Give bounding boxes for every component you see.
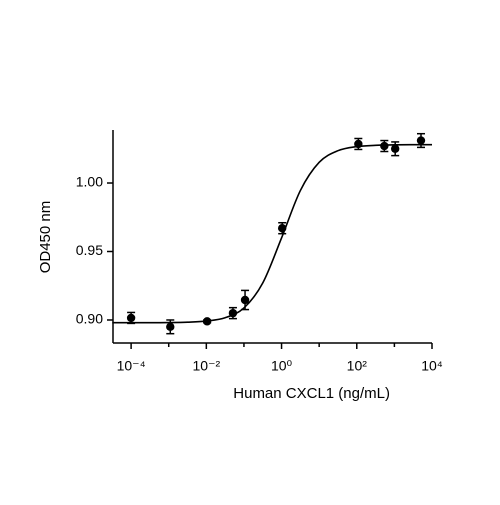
- x-tick-label: 10⁴: [421, 358, 443, 374]
- x-tick-label: 10⁻²: [193, 358, 221, 374]
- x-axis-label: Human CXCL1 (ng/mL): [233, 385, 390, 402]
- point: [166, 322, 175, 332]
- point: [228, 308, 238, 318]
- point: [240, 295, 250, 305]
- point: [277, 224, 287, 233]
- x-tick-label: 10⁻⁴: [117, 358, 146, 374]
- y-tick-label: 1.00: [76, 174, 103, 190]
- point: [416, 136, 426, 145]
- point: [202, 317, 212, 326]
- point: [354, 139, 363, 149]
- x-tick-label: 10²: [347, 358, 368, 374]
- point: [126, 313, 136, 323]
- y-axis-label: OD450 nm: [37, 201, 54, 274]
- fit-curve: [112, 143, 433, 324]
- point: [380, 141, 389, 151]
- point: [390, 144, 400, 153]
- y-tick-label: 0.90: [76, 311, 103, 327]
- y-tick-label: 0.95: [76, 242, 103, 258]
- x-tick-label: 10⁰: [271, 358, 293, 374]
